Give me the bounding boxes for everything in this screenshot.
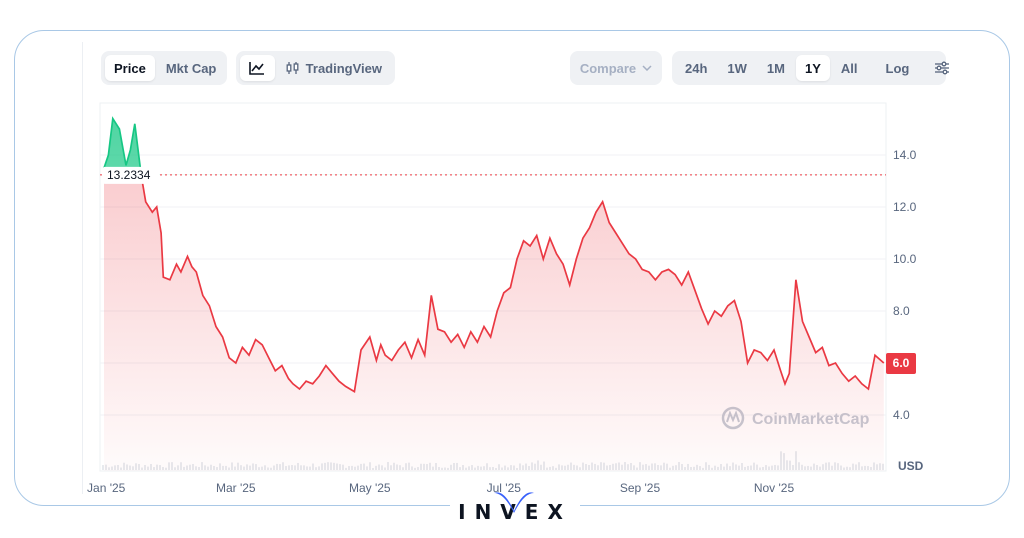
logo-text: INVEX (458, 500, 572, 524)
y-tick-label: 14.0 (893, 148, 917, 162)
chevron-down-icon (642, 65, 652, 71)
panel-divider (82, 42, 83, 494)
y-tick-label: 12.0 (893, 200, 917, 214)
tradingview-button[interactable]: TradingView (277, 55, 391, 81)
compare-label: Compare (579, 60, 637, 76)
area-below-reference (104, 174, 884, 471)
view-toggle: TradingView (236, 51, 395, 85)
range-all-button[interactable]: All (840, 60, 858, 76)
candlestick-icon (286, 62, 299, 74)
range-1m-button[interactable]: 1M (766, 60, 785, 76)
tab-mkt-cap[interactable]: Mkt Cap (165, 60, 217, 76)
invex-logo: INVEX (450, 492, 580, 529)
x-tick-label: Jan '25 (87, 481, 126, 495)
y-tick-label: 8.0 (893, 304, 910, 318)
tab-price[interactable]: Price (105, 55, 155, 81)
range-1w-button[interactable]: 1W (727, 60, 747, 76)
compare-dropdown[interactable]: Compare (570, 51, 662, 85)
v-wing-icon (494, 492, 534, 513)
x-tick-label: Sep '25 (620, 481, 661, 495)
tradingview-label: TradingView (305, 60, 382, 76)
range-24h-button[interactable]: 24h (685, 60, 708, 76)
x-tick-label: Jul '25 (487, 481, 522, 495)
range-toggle: 24h 1W 1M 1Y All Log (672, 51, 950, 85)
line-chart-button[interactable] (240, 55, 275, 81)
x-tick-label: May '25 (349, 481, 391, 495)
last-price-label: 6.0 (886, 353, 916, 374)
volume-bar (102, 465, 104, 470)
price-line-below (140, 174, 885, 393)
svg-text:6.0: 6.0 (893, 356, 910, 370)
range-1y-button[interactable]: 1Y (795, 55, 830, 81)
x-tick-label: Mar '25 (216, 481, 256, 495)
reference-price-label: 13.2334 (103, 166, 159, 184)
log-scale-button[interactable]: Log (885, 60, 910, 76)
currency-label: USD (898, 459, 924, 473)
metric-toggle: Price Mkt Cap (101, 51, 227, 85)
line-chart-icon (249, 62, 265, 75)
x-tick-label: Nov '25 (754, 481, 795, 495)
sliders-icon (935, 61, 950, 75)
chart-settings-button[interactable] (928, 55, 956, 81)
y-tick-label: 4.0 (893, 408, 910, 422)
svg-text:13.2334: 13.2334 (107, 168, 151, 182)
y-tick-label: 10.0 (893, 252, 917, 266)
